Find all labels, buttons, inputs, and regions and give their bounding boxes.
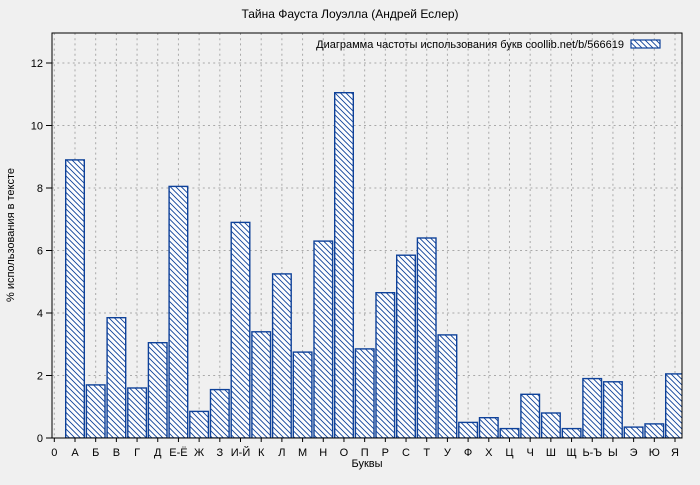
bar-Э	[623, 426, 644, 438]
bar-У	[437, 334, 458, 438]
bar-Д	[147, 342, 168, 438]
bar-Ь-Ъ	[582, 377, 603, 438]
y-axis-label: % использования в тексте	[5, 168, 17, 302]
chart-title: Тайна Фауста Лоуэлла (Андрей Еслер)	[241, 7, 458, 21]
x-tick-label: М	[298, 447, 307, 459]
y-tick-label: 4	[37, 308, 43, 320]
x-tick-label: Х	[485, 447, 493, 459]
x-tick-label: В	[113, 447, 120, 459]
axis-tick-labels: 0 А Б В Г Д Е-Ё Ж З И-Й К Л М Н О П Р С Т У Ф Х Ц Ч Ш Щ Ь-Ъ Ы Э Ю Я 0 2 4…	[31, 58, 679, 459]
x-axis-label: Буквы	[351, 458, 382, 470]
x-tick-label: Р	[382, 447, 389, 459]
x-tick-label: Ю	[649, 447, 660, 459]
bar-Г	[127, 387, 148, 438]
legend-key-swatch	[630, 39, 661, 49]
legend-label: Диаграмма частоты использования букв coo…	[316, 39, 624, 51]
x-tick-label: Ы	[608, 447, 618, 459]
bar-Х	[478, 417, 499, 438]
bar-С	[396, 254, 417, 438]
bar-З	[209, 388, 230, 438]
bar-Т	[416, 237, 437, 438]
x-tick-label: Ч	[526, 447, 533, 459]
y-tick-label: 2	[37, 371, 43, 383]
y-tick-label: 0	[37, 433, 43, 445]
bar-Ч	[520, 393, 541, 438]
bar-В	[106, 317, 127, 438]
bar-Е-Ё	[168, 185, 189, 438]
x-tick-label: Б	[92, 447, 99, 459]
bar-Ы	[602, 381, 623, 438]
x-tick-label: 0	[51, 447, 57, 459]
x-tick-label: Щ	[566, 447, 576, 459]
bar-И-Й	[230, 221, 251, 438]
x-tick-label: Е-Ё	[169, 447, 187, 459]
x-tick-label: К	[258, 447, 265, 459]
plot-border	[51, 32, 683, 439]
x-tick-label: У	[444, 447, 452, 459]
x-tick-label: Л	[278, 447, 285, 459]
x-tick-label: Ц	[505, 447, 513, 459]
x-tick-label: А	[71, 447, 79, 459]
y-tick-label: 6	[37, 246, 43, 258]
x-tick-label: Ж	[194, 447, 204, 459]
x-tick-label: Н	[319, 447, 327, 459]
x-tick-label: О	[340, 447, 349, 459]
bar-К	[251, 331, 272, 438]
x-tick-label: И-Й	[231, 446, 250, 459]
axis-ticks	[46, 62, 676, 442]
bar-Ю	[644, 423, 665, 438]
bar-А	[64, 159, 85, 438]
x-tick-label: С	[402, 447, 410, 459]
x-tick-label: З	[216, 447, 223, 459]
y-tick-label: 8	[37, 183, 43, 195]
x-tick-label: Д	[154, 447, 162, 459]
bar-О	[334, 91, 355, 438]
bar-Л	[271, 273, 292, 438]
bar-Б	[85, 384, 106, 438]
bar-М	[292, 351, 313, 438]
x-tick-label: Г	[134, 447, 140, 459]
bar-Н	[313, 240, 334, 438]
x-tick-label: Т	[423, 447, 430, 459]
bar-Ш	[540, 412, 561, 438]
x-tick-label: Ь-Ъ	[582, 447, 602, 459]
y-tick-label: 12	[31, 58, 43, 70]
bar-Ц	[499, 427, 520, 438]
x-tick-label: П	[361, 447, 369, 459]
bar-Щ	[561, 427, 582, 438]
x-tick-label: Э	[630, 447, 638, 459]
y-tick-label: 10	[31, 121, 43, 133]
x-tick-label: Ш	[546, 447, 556, 459]
x-tick-label: Ф	[464, 447, 472, 459]
x-tick-label: Я	[671, 447, 679, 459]
bar-Р	[375, 292, 396, 438]
bars	[64, 91, 682, 438]
bar-П	[354, 348, 375, 438]
bar-Ф	[458, 421, 479, 438]
bar-Ж	[189, 410, 210, 438]
